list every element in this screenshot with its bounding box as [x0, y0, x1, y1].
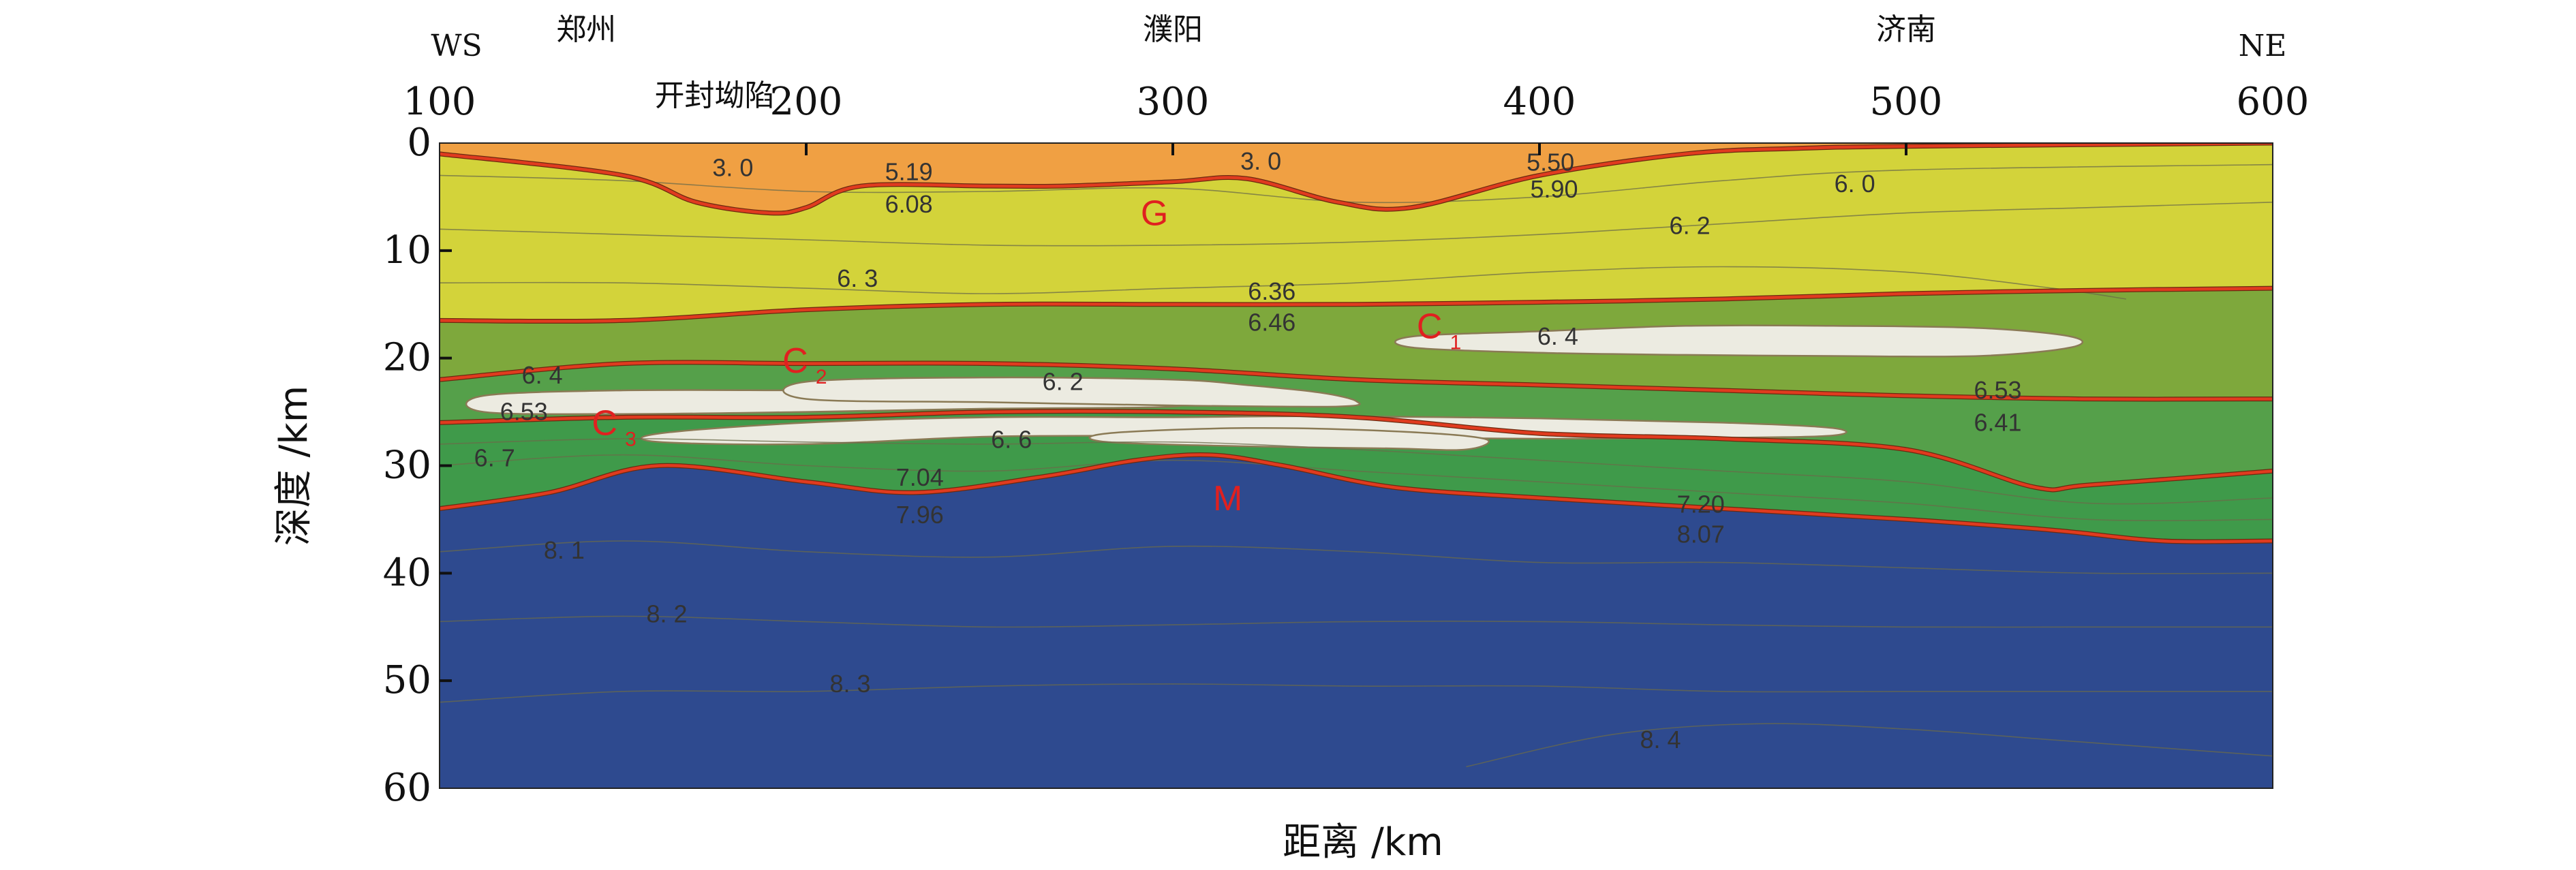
y-tick-label: 0 [407, 121, 431, 165]
place-label: 开封坳陷 [655, 78, 775, 113]
velocity-label: 6.53 [500, 398, 548, 426]
x-tick-label: 100 [403, 80, 476, 124]
velocity-label: 8.07 [1677, 521, 1725, 548]
velocity-contours [440, 164, 2273, 768]
interface-C1 [440, 286, 2273, 323]
velocity-label: 5.90 [1530, 175, 1578, 203]
x-tick-label: 200 [770, 80, 843, 124]
velocity-label: 6.08 [885, 190, 933, 218]
lvz-5 [1088, 426, 1490, 451]
velocity-label: 8. 1 [544, 536, 585, 564]
y-tick-label: 30 [383, 444, 431, 488]
contour-line [440, 164, 2273, 204]
place-label: 濮阳 [1143, 12, 1203, 47]
contour-line [440, 615, 2273, 628]
interface-M [440, 453, 2273, 544]
velocity-label: 7.96 [896, 501, 944, 529]
layer-upper-crust [440, 143, 2273, 322]
interface-C2 [440, 360, 2273, 401]
y-axis-title: 深度 /km [272, 386, 316, 546]
velocity-label: 6. 2 [1043, 367, 1084, 395]
velocity-label: 5.19 [885, 158, 933, 186]
velocity-label: 6. 4 [1537, 322, 1578, 350]
interface-G [440, 143, 2273, 215]
interface-C3 [440, 409, 2273, 492]
top-axis: 100 200 300 400 500 600 [403, 80, 2310, 155]
x-tick-label: 600 [2237, 80, 2310, 124]
x-axis-title: 距离 /km [1283, 820, 1443, 865]
interface-label-subscript: 3 [625, 428, 637, 450]
velocity-label: 6. 6 [991, 426, 1032, 454]
place-label: 济南 [1876, 12, 1936, 47]
lvz-2 [782, 376, 1361, 408]
velocity-label: 6.41 [1974, 408, 2021, 436]
direction-left-label: WS [431, 29, 482, 63]
interface-label-M: M [1213, 479, 1242, 518]
velocity-label: 8. 2 [647, 600, 688, 627]
y-tick-label: 50 [383, 658, 431, 702]
contour-line [440, 454, 2273, 521]
interface-label-C2: C [782, 341, 808, 381]
velocity-label: 6. 3 [837, 264, 878, 292]
velocity-label: 6. 0 [1835, 170, 1875, 198]
interface-label-C3: C [592, 403, 617, 443]
interface-label-subscript: 2 [816, 366, 827, 388]
velocity-label: 7.04 [896, 463, 944, 491]
contour-line [440, 266, 2126, 300]
interface-label-G: G [1141, 194, 1168, 234]
layer-upper-sediment [440, 143, 2273, 213]
x-tick-label: 500 [1870, 80, 1943, 124]
low-velocity-zones [465, 324, 2084, 451]
direction-right-label: NE [2239, 29, 2287, 63]
y-tick-label: 40 [383, 550, 431, 595]
contour-line [440, 202, 2273, 247]
velocity-labels: 3. 0 5.19 6.08 3. 0 5.505.90 6. 0 6. 2 6. 3 6.36… [474, 147, 2022, 754]
y-tick-label: 10 [383, 228, 431, 273]
contour-line [440, 540, 2273, 574]
velocity-label: 6.53 [1974, 376, 2021, 404]
velocity-label: 6. 2 [1670, 212, 1711, 240]
interface-label-C1: C [1417, 307, 1443, 346]
y-tick-label: 20 [383, 336, 431, 380]
place-label: 郑州 [556, 12, 616, 47]
velocity-label: 3. 0 [712, 153, 753, 181]
velocity-label: 8. 3 [830, 670, 871, 698]
interface-lines [440, 143, 2273, 544]
left-axis: 0 10 20 30 40 50 60 [383, 121, 452, 810]
lvz-4 [1394, 324, 2084, 358]
velocity-label: 5.50 [1527, 148, 1574, 176]
velocity-label: 6.46 [1248, 309, 1295, 337]
velocity-label: 6. 4 [522, 361, 563, 389]
velocity-label: 3. 0 [1240, 147, 1281, 175]
velocity-label: 6.36 [1248, 277, 1295, 305]
interface-labels: GC 1C 2C 3M [592, 194, 1461, 518]
velocity-label: 7.20 [1677, 490, 1725, 518]
y-tick-label: 60 [383, 766, 431, 810]
contour-line [1466, 723, 2273, 768]
x-tick-label: 300 [1137, 80, 1210, 124]
layer-middle-crust [440, 288, 2273, 399]
x-tick-label: 400 [1503, 80, 1576, 124]
contour-line [440, 438, 2273, 505]
velocity-label: 8. 4 [1640, 726, 1681, 754]
contour-line [440, 683, 2273, 703]
velocity-label: 6. 7 [474, 444, 515, 471]
interface-label-subscript: 1 [1450, 331, 1462, 354]
